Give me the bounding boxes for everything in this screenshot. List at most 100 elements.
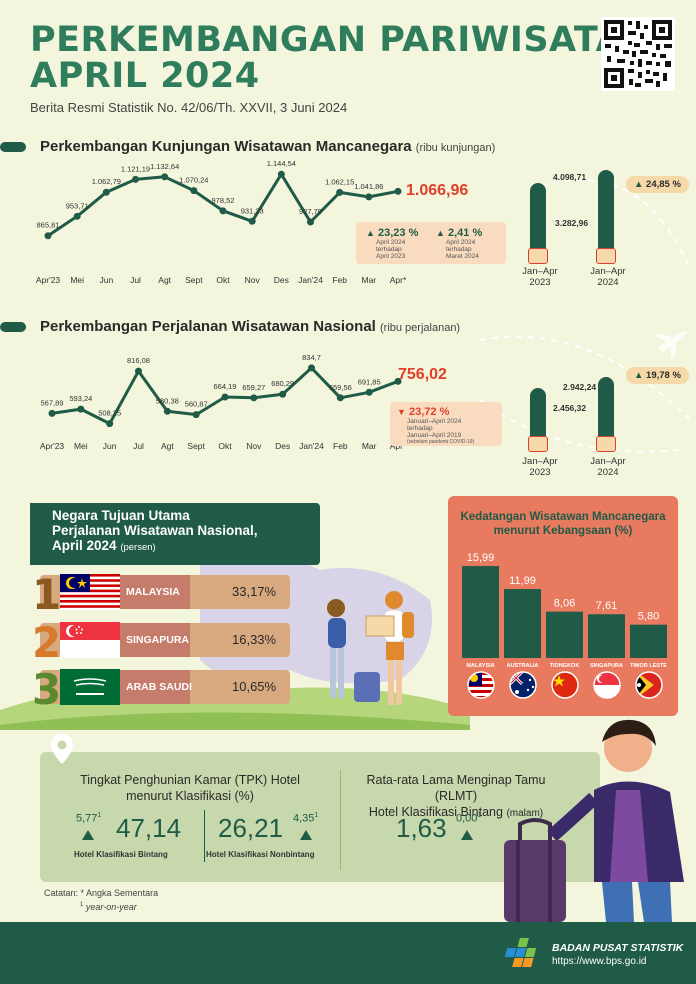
x-tick-label: Apr'23 bbox=[36, 275, 61, 285]
cumulative-value-2023: 2.456,32 bbox=[553, 403, 587, 413]
x-tick-label: Apr'23 bbox=[40, 441, 65, 451]
bar-category-label: TIMOR LESTE bbox=[630, 663, 667, 669]
data-point bbox=[161, 173, 169, 181]
timor-leste-flag-icon bbox=[635, 671, 663, 699]
foreign-title-text: Perkembangan Kunjungan Wisatawan Mancane… bbox=[40, 138, 412, 155]
airplane-icon bbox=[655, 330, 688, 360]
note-line1: Catatan: * Angka Sementara bbox=[44, 888, 159, 898]
malaysia-flag-icon bbox=[467, 671, 495, 699]
x-tick-label: Sept bbox=[185, 275, 203, 285]
x-tick-label: Agt bbox=[158, 275, 171, 285]
destinations-header bbox=[30, 503, 320, 565]
data-label: 560,87 bbox=[185, 400, 208, 409]
arrivals-title: Kedatangan Wisatawan Mancanegara menurut… bbox=[460, 511, 666, 537]
data-label: 659,56 bbox=[329, 383, 352, 392]
bar-value-label: 5,80 bbox=[638, 611, 659, 623]
footer-url[interactable]: https://www.bps.go.id bbox=[552, 956, 647, 967]
data-point bbox=[365, 193, 373, 201]
foreign-change1: ▲ 23,23 % April 2024 terhadap April 2023 bbox=[366, 227, 419, 260]
x-tick-label: Okt bbox=[216, 275, 230, 285]
destinations-title: Negara Tujuan Utama Perjalanan Wisatawan… bbox=[52, 508, 258, 553]
foreign-change1-desc: April 2024 bbox=[376, 239, 406, 246]
x-tick-label: Nov bbox=[245, 275, 261, 285]
destination-rank: 2 bbox=[32, 618, 62, 667]
cumulative-value-2023: 3.282,96 bbox=[555, 218, 589, 228]
x-tick-label: Jan'24 bbox=[298, 275, 323, 285]
x-tick-label: Mar bbox=[362, 441, 377, 451]
data-point bbox=[163, 407, 171, 415]
x-tick-label: Feb bbox=[332, 275, 347, 285]
data-point bbox=[190, 187, 198, 195]
bar-value-label: 15,99 bbox=[467, 552, 495, 564]
data-point bbox=[365, 388, 373, 396]
page-title-line1: PERKEMBANGAN PARIWISATA bbox=[30, 20, 624, 60]
cumulative-bar-2023 bbox=[530, 388, 546, 440]
data-label: 508,25 bbox=[98, 409, 121, 418]
foreign-change2-value: 2,41 % bbox=[447, 227, 483, 239]
data-label: 1.132,64 bbox=[150, 162, 179, 171]
destination-value: 16,33% bbox=[232, 632, 277, 647]
rlmt-change: 0,001 bbox=[456, 812, 482, 825]
rlmt-value: 1,63 bbox=[396, 813, 447, 843]
x-tick-label: Jul bbox=[133, 441, 144, 451]
foreign-change2-desc: Maret 2024 bbox=[446, 253, 479, 260]
cumulative-label-2024: Jan–Apr 2024 bbox=[590, 456, 626, 478]
x-tick-label: Apr* bbox=[390, 275, 407, 285]
data-label: 1.121,19 bbox=[121, 164, 150, 173]
data-point bbox=[277, 170, 285, 178]
page-subtitle: Berita Resmi Statistik No. 42/06/Th. XXV… bbox=[30, 100, 348, 115]
x-tick-label: Jul bbox=[130, 275, 141, 285]
foreign-change1-desc: terhadap bbox=[376, 246, 402, 253]
bar-category-label: SINGAPURA bbox=[590, 663, 623, 669]
domestic-title-text: Perkembangan Perjalanan Wisatawan Nasion… bbox=[40, 318, 376, 335]
nationality-bar-chart: 15,99 MALAYSIA 11,99 AUSTRALIA 8,06 TIONGKOK 7… bbox=[462, 552, 667, 669]
data-label: 978,52 bbox=[212, 196, 235, 205]
bar-value-label: 11,99 bbox=[509, 575, 536, 587]
footer-org: BADAN PUSAT STATISTIK bbox=[552, 942, 684, 954]
tpk-star-value: 47,14 bbox=[116, 813, 182, 843]
domestic-unit: (ribu perjalanan) bbox=[380, 322, 461, 334]
data-point bbox=[77, 405, 85, 413]
data-point bbox=[44, 232, 52, 240]
foreign-line-chart: 865,81 Apr'23 953,71 Mei 1.062,79 Jun 1.121,19… bbox=[36, 159, 407, 285]
data-point bbox=[221, 393, 229, 401]
bar bbox=[630, 624, 667, 658]
section-marker bbox=[0, 322, 26, 332]
suitcase-icon bbox=[596, 436, 616, 452]
destination-value: 10,65% bbox=[232, 679, 277, 694]
bar-category-label: TIONGKOK bbox=[550, 663, 580, 669]
rlmt-title: Rata-rata Lama Menginap Tamu (RLMT) Hote… bbox=[366, 773, 546, 819]
data-point bbox=[132, 175, 139, 183]
up-arrow-icon bbox=[300, 830, 312, 840]
foreign-latest-value: 1.066,96 bbox=[406, 182, 469, 199]
data-label: 1.062,15 bbox=[325, 177, 354, 186]
domestic-change1-value: 23,72 % bbox=[408, 406, 450, 418]
domestic-change1: ▼ 23,72 % Januari–April 2024 terhadap Ja… bbox=[397, 406, 475, 445]
bar bbox=[462, 566, 499, 658]
data-label: 1.041,86 bbox=[354, 182, 383, 191]
domestic-section-title: Perkembangan Perjalanan Wisatawan Nasion… bbox=[40, 318, 460, 335]
travelers-illustration bbox=[327, 591, 414, 705]
foreign-change2: ▲ 2,41 % April 2024 terhadap Maret 2024 bbox=[436, 227, 483, 260]
x-tick-label: Okt bbox=[218, 441, 232, 451]
data-label: 816,08 bbox=[127, 356, 150, 365]
divider bbox=[340, 770, 341, 870]
nationality-flags bbox=[466, 670, 676, 700]
australia-flag-icon bbox=[509, 671, 537, 699]
singapore-flag-icon bbox=[60, 622, 120, 658]
cumulative-label-2023: Jan–Apr 2023 bbox=[522, 456, 558, 478]
destination-country: ARAB SAUDI bbox=[126, 681, 192, 693]
qr-code-icon[interactable] bbox=[601, 17, 675, 91]
foreign-change1-value: 23,23 % bbox=[377, 227, 419, 239]
china-flag-icon bbox=[551, 671, 579, 699]
singapore-flag-icon bbox=[593, 671, 621, 699]
cumulative-value-2024: 4.098,71 bbox=[553, 172, 587, 182]
data-label: 567,89 bbox=[41, 398, 64, 407]
x-tick-label: Jan'24 bbox=[299, 441, 324, 451]
x-tick-label: Mei bbox=[70, 275, 84, 285]
data-label: 680,29 bbox=[271, 379, 294, 388]
x-tick-label: Mei bbox=[74, 441, 88, 451]
cumulative-value-2024: 2.942,24 bbox=[563, 382, 597, 392]
data-label: 834,7 bbox=[302, 353, 321, 362]
tpk-title: Tingkat Penghunian Kamar (TPK) Hotel men… bbox=[80, 773, 300, 803]
